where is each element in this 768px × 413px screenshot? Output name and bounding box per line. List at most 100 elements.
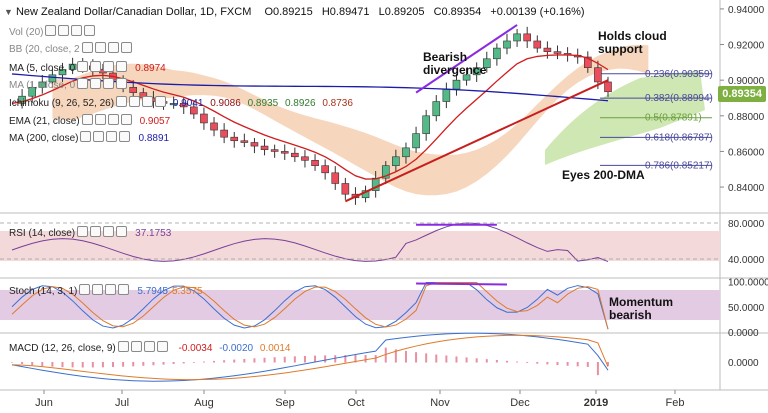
more-icon[interactable] (116, 78, 128, 89)
eye-icon[interactable] (79, 284, 91, 295)
legend-ema[interactable]: EMA (21, close) 0.9057 (9, 114, 170, 128)
legend-ma200[interactable]: MA (200, close) 0.8891 (9, 131, 169, 145)
settings-icon[interactable] (92, 284, 104, 295)
close-icon[interactable] (142, 96, 154, 107)
eye-icon[interactable] (77, 226, 89, 237)
uptrend-line (344, 79, 609, 203)
settings-icon[interactable] (58, 25, 70, 36)
rsi-tick-label: 80.0000 (728, 219, 765, 230)
time-tick-label: Oct (347, 397, 364, 409)
close-icon[interactable] (107, 114, 119, 125)
close-icon[interactable] (105, 284, 117, 295)
rsi-label: RSI (14, close) (9, 228, 76, 239)
legend-ichimoku[interactable]: Ichimoku (9, 26, 52, 26) 0.9041 0.9086 0… (9, 96, 353, 110)
candle-body (291, 152, 299, 158)
more-icon[interactable] (116, 61, 128, 72)
price-tick-label: 0.94000 (728, 5, 765, 16)
legend-rsi[interactable]: RSI (14, close) 37.1753 (9, 226, 171, 240)
more-icon[interactable] (120, 42, 132, 53)
legend-stoch[interactable]: Stoch (14, 3, 1) 5.7945 5.3575 (9, 284, 203, 298)
high-value: H0.89471 (321, 6, 370, 18)
close-icon[interactable] (103, 61, 115, 72)
candle-body (311, 160, 319, 166)
candle-body (38, 81, 47, 88)
stoch-pane: 100.0000 50.0000 0.0000 (11, 278, 768, 339)
close-icon[interactable] (106, 131, 118, 142)
candle-body (533, 40, 542, 49)
fib-label: 0.5(0.87891) (645, 113, 702, 124)
ma200-label: MA (200, close) (9, 133, 79, 144)
annotation-holds-cloud: Holds cloud support (598, 30, 667, 56)
more-icon[interactable] (84, 25, 96, 36)
more-icon[interactable] (119, 131, 131, 142)
candle-body (280, 151, 289, 154)
price-tick-label: 0.88000 (728, 112, 765, 123)
candle-body (331, 172, 340, 184)
rsi-line (11, 222, 609, 263)
close-icon[interactable] (103, 226, 115, 237)
candle-body (392, 156, 400, 166)
stoch-d-value: 5.3575 (171, 286, 203, 297)
symbol-title: New Zealand Dollar/Canadian Dollar, 1D, … (15, 6, 252, 18)
current-price-tag: 0.89354 (718, 86, 766, 102)
candle-body (442, 88, 451, 102)
stoch-tick-label: 50.0000 (728, 303, 765, 314)
more-icon[interactable] (118, 284, 130, 295)
annotation-line-1: Bearish (423, 50, 468, 64)
legend-ma5[interactable]: MA (5, close, 0 0.8974 (9, 61, 166, 75)
eye-icon[interactable] (77, 78, 89, 89)
settings-icon[interactable] (94, 42, 106, 53)
settings-icon[interactable] (93, 131, 105, 142)
eye-icon[interactable] (81, 114, 93, 125)
eye-icon[interactable] (45, 25, 57, 36)
candle-body (129, 86, 138, 93)
candle-body (452, 79, 461, 90)
candle-body (179, 103, 188, 108)
legend-bb[interactable]: BB (20, close, 2 (9, 42, 132, 56)
collapse-icon[interactable]: ▼ (4, 7, 13, 17)
ma5-label: MA (5, close, 0 (9, 63, 76, 74)
settings-icon[interactable] (130, 341, 142, 352)
macd-value: -0.0034 (178, 343, 213, 354)
more-icon[interactable] (156, 341, 168, 352)
more-icon[interactable] (116, 226, 128, 237)
candlestick-series (18, 26, 612, 205)
settings-icon[interactable] (90, 78, 102, 89)
eye-icon[interactable] (80, 131, 92, 142)
settings-icon[interactable] (90, 61, 102, 72)
candle-body (240, 140, 249, 143)
legend-ma-hidden[interactable]: MA (1, close, 0 (9, 78, 128, 92)
ichimoku-span-a: 0.8926 (284, 98, 316, 109)
fib-label: 0.382(0.88994) (645, 93, 713, 104)
low-value: L0.89205 (378, 6, 425, 18)
close-icon[interactable] (107, 42, 119, 53)
candle-body (58, 69, 67, 76)
ichimoku-conversion: 0.9041 (172, 98, 204, 109)
eye-icon[interactable] (77, 61, 89, 72)
more-icon[interactable] (155, 96, 167, 107)
change-value: +0.00139 (+0.16%) (490, 6, 585, 18)
candle-body (301, 156, 309, 161)
eye-icon[interactable] (117, 341, 129, 352)
chart-header: ▼ New Zealand Dollar/Canadian Dollar, 1D… (4, 6, 585, 18)
macd-signal-value: -0.0020 (219, 343, 254, 354)
candle-body (341, 183, 350, 195)
eye-icon[interactable] (81, 42, 93, 53)
stoch-band (0, 290, 720, 320)
close-icon[interactable] (143, 341, 155, 352)
stoch-k-line (11, 282, 609, 330)
stoch-tick-label: 100.0000 (728, 278, 768, 289)
legend-vol[interactable]: Vol (20) (9, 25, 96, 39)
eye-icon[interactable] (116, 96, 128, 107)
candle-body (48, 74, 57, 83)
settings-icon[interactable] (129, 96, 141, 107)
more-icon[interactable] (120, 114, 132, 125)
settings-icon[interactable] (90, 226, 102, 237)
price-tick-label: 0.84000 (728, 183, 765, 194)
settings-icon[interactable] (94, 114, 106, 125)
close-icon[interactable] (71, 25, 83, 36)
legend-macd[interactable]: MACD (12, 26, close, 9) -0.0034 -0.0020 … (9, 341, 291, 355)
close-icon[interactable] (103, 78, 115, 89)
ichimoku-lagging: 0.8935 (247, 98, 279, 109)
